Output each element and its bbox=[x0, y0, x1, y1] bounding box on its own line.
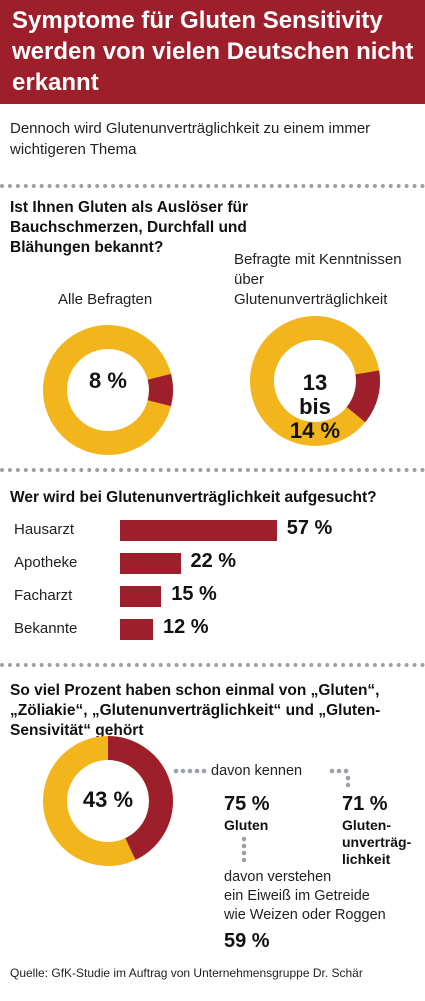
donut-left-value: 8 % bbox=[89, 368, 127, 393]
davon-kennen-label: davon kennen bbox=[211, 763, 303, 779]
header-banner: Symptome für Gluten Sensitivity werden v… bbox=[0, 0, 425, 104]
donut-right-label: Befragte mit Kenntnissen über Glutenunve… bbox=[234, 251, 402, 308]
donut-right-chart bbox=[250, 316, 380, 446]
donut-right-value-line2: bis bbox=[299, 394, 331, 419]
unvertraeglichkeit-label-line3: lichkeit bbox=[342, 851, 391, 867]
section2-question: Wer wird bei Glutenunverträglichkeit auf… bbox=[10, 489, 377, 506]
gluten-label: Gluten bbox=[224, 817, 269, 833]
unvertraeglichkeit-label: Gluten- unverträg- lichkeit bbox=[342, 817, 411, 868]
donut-right-value: 13 bis 14 % bbox=[247, 371, 383, 443]
donut-right-value-line3: 14 % bbox=[289, 418, 341, 443]
bar-label: Apotheke bbox=[14, 554, 78, 571]
page-title: Symptome für Gluten Sensitivity werden v… bbox=[12, 7, 414, 96]
dotted-divider bbox=[0, 468, 425, 472]
section3-question: So viel Prozent haben schon einmal von „… bbox=[10, 682, 381, 739]
bar-label: Hausarzt bbox=[14, 521, 75, 538]
verstehen-line1: davon verstehen bbox=[224, 869, 332, 885]
verstehen-percent: 59 % bbox=[224, 930, 270, 952]
bar bbox=[120, 619, 153, 640]
bar-value-label: 12 % bbox=[163, 616, 209, 638]
donut-right-value-line1: 13 bbox=[302, 370, 328, 395]
donut-awareness-value: 43 % bbox=[82, 787, 134, 812]
verstehen-line2: ein Eiweiß im Getreide bbox=[224, 888, 370, 904]
dotted-divider bbox=[0, 184, 425, 188]
bar-value-label: 22 % bbox=[190, 550, 237, 572]
donut-awareness-value-slice bbox=[43, 736, 173, 866]
unvertraeglichkeit-label-line2: unverträg- bbox=[342, 834, 412, 850]
donut-left-chart bbox=[43, 325, 173, 455]
source-note: Quelle: GfK-Studie im Auftrag von Untern… bbox=[10, 966, 363, 980]
unvertraeglichkeit-percent: 71 % bbox=[342, 793, 388, 815]
bar bbox=[120, 520, 277, 541]
section1-question: Ist Ihnen Gluten als Auslöser für Bauchs… bbox=[10, 199, 248, 256]
bar bbox=[120, 586, 162, 607]
bar-label: Bekannte bbox=[14, 620, 78, 637]
bar-value-label: 15 % bbox=[171, 583, 217, 605]
donut-left-label: Alle Befragten bbox=[58, 291, 153, 308]
verstehen-text: davon verstehen ein Eiweiß im Getreide w… bbox=[224, 868, 386, 925]
bar-value-label: 57 % bbox=[286, 517, 333, 539]
bar-label: Facharzt bbox=[14, 587, 73, 604]
dotted-divider bbox=[0, 663, 425, 667]
bar bbox=[120, 553, 181, 574]
donut-awareness-chart bbox=[43, 736, 173, 866]
donut-right-value-slice bbox=[250, 316, 380, 446]
verstehen-line3: wie Weizen oder Roggen bbox=[224, 907, 386, 923]
page-subtitle: Dennoch wird Glutenunverträglichkeit zu … bbox=[10, 120, 371, 158]
unvertraeglichkeit-label-line1: Gluten- bbox=[342, 817, 391, 833]
gluten-percent: 75 % bbox=[224, 793, 270, 815]
